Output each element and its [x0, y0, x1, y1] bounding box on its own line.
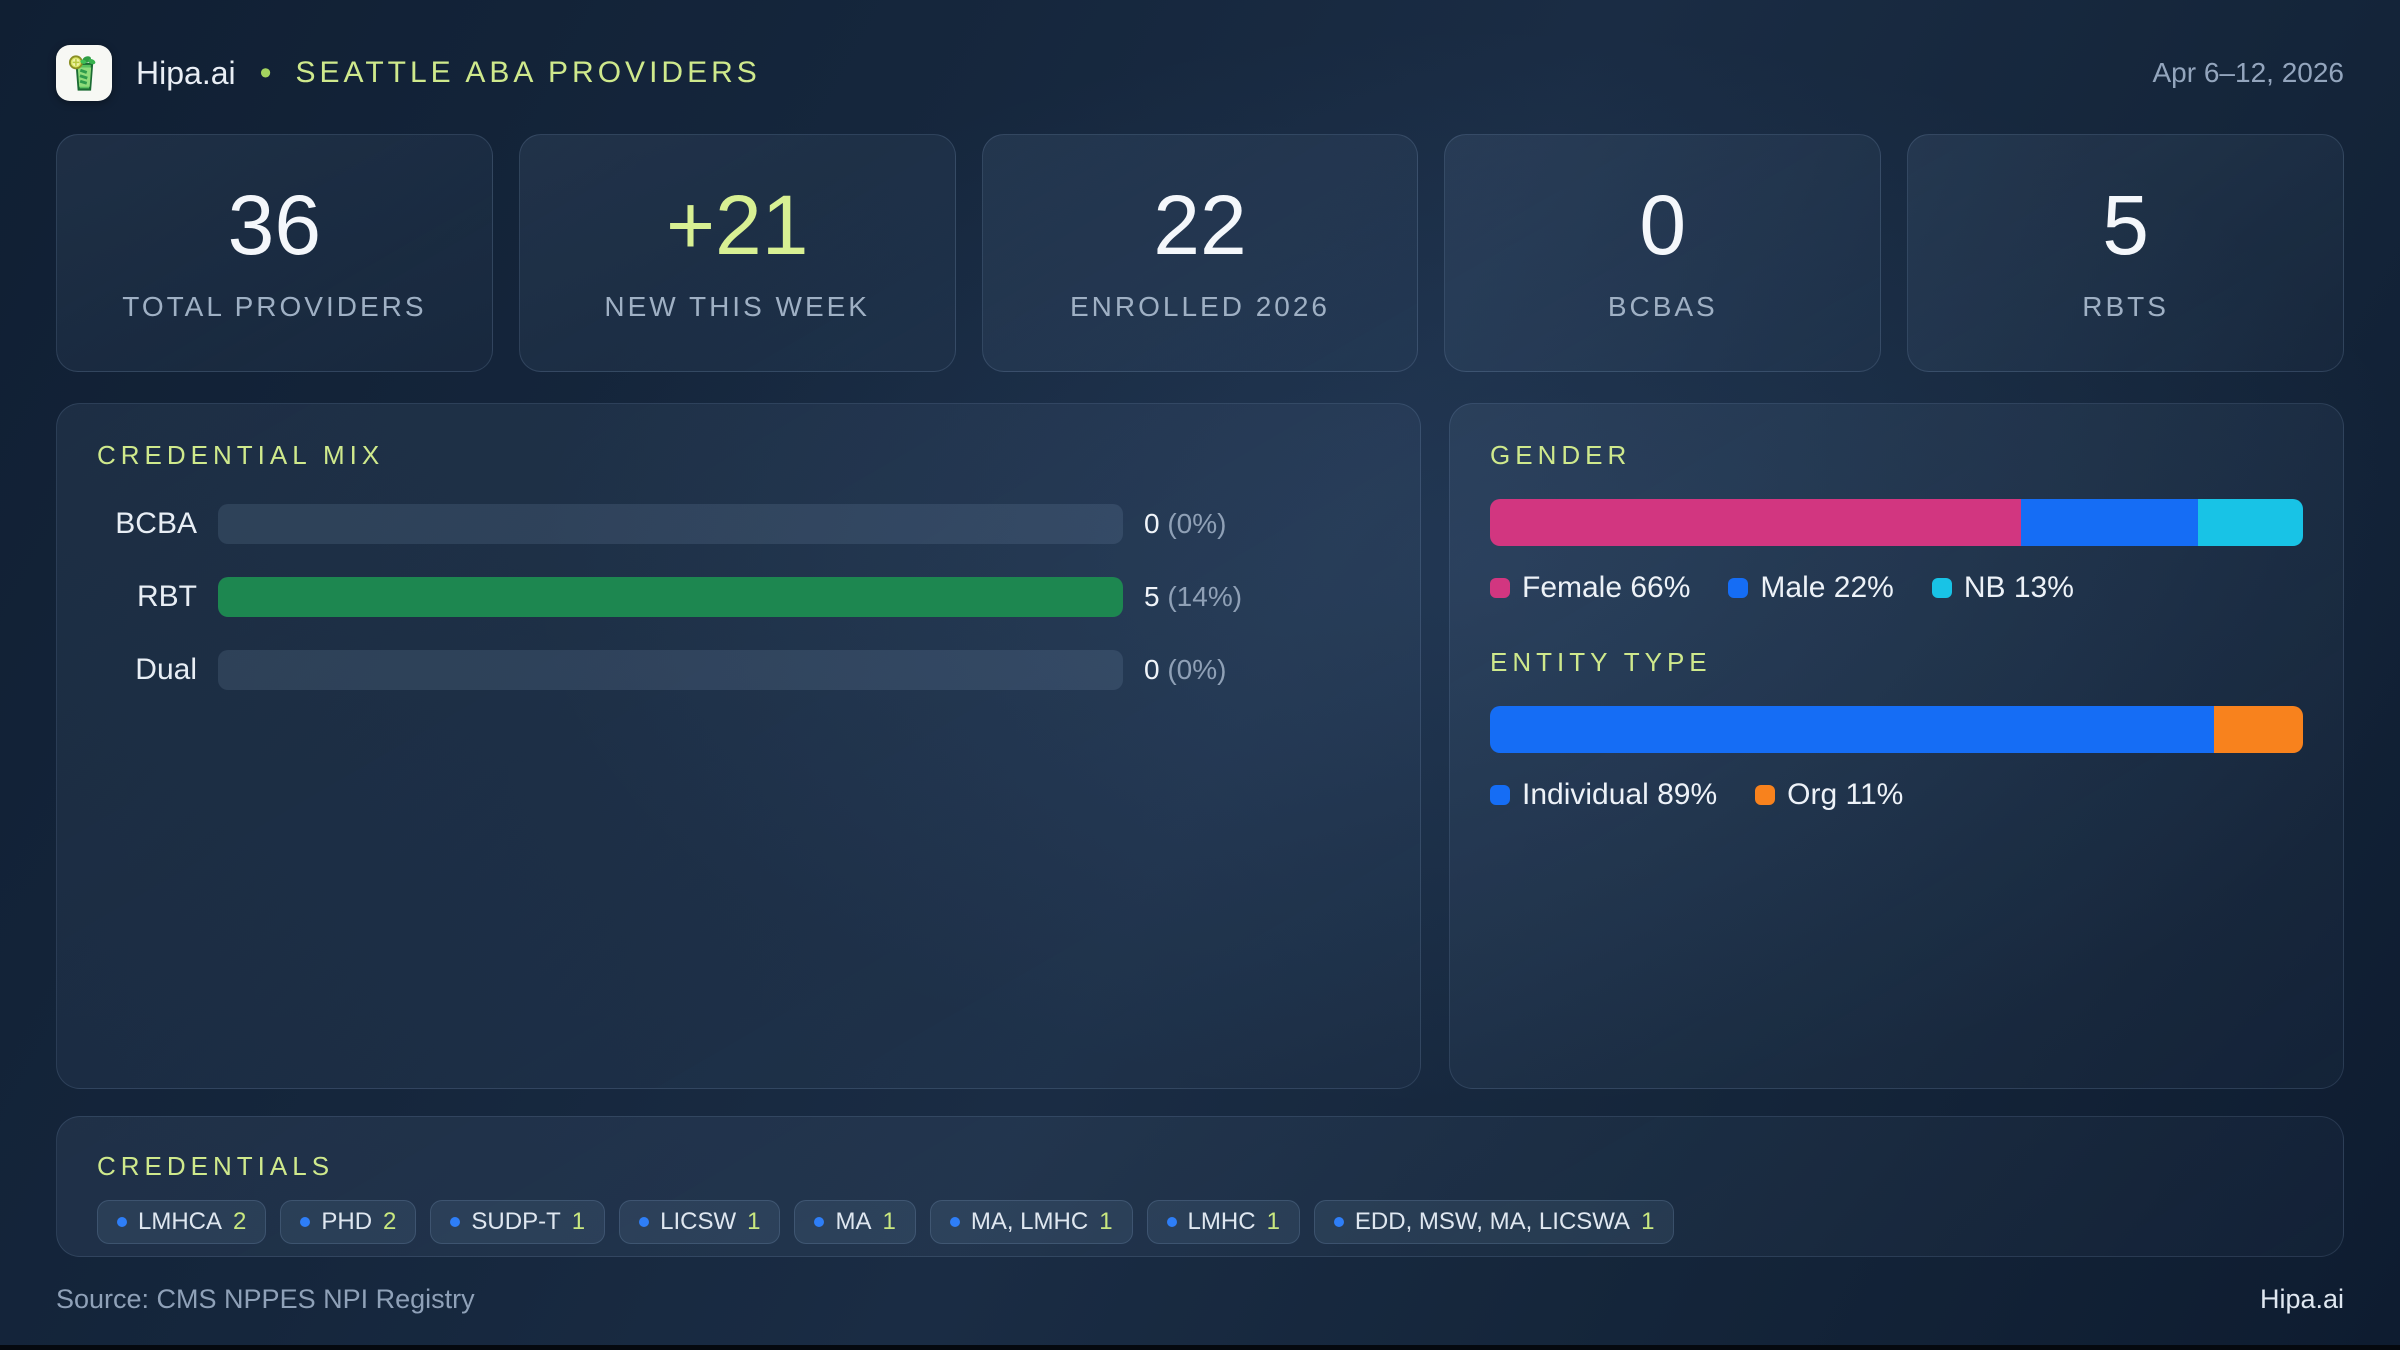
stat-value: 22	[1153, 178, 1247, 272]
bullet-dot-icon	[450, 1217, 461, 1227]
bar-value: 5 (14%)	[1144, 581, 1243, 612]
bar-track	[218, 577, 1123, 617]
bar-label: RBT	[137, 580, 197, 613]
legend-item-male: Male 22%	[1728, 571, 1894, 605]
stat-label: NEW THIS WEEK	[604, 291, 870, 322]
bar-value: 0 (0%)	[1144, 654, 1227, 685]
entity-segment-org	[2213, 706, 2303, 753]
bar-value: 0 (0%)	[1144, 508, 1227, 539]
credential-chip: LICSW 1	[619, 1200, 781, 1244]
gender-stacked-bar	[1490, 499, 2303, 546]
legend-item-individual: Individual 89%	[1490, 778, 1717, 812]
stat-label: BCBAS	[1607, 291, 1718, 322]
bar-label: Dual	[135, 653, 197, 686]
header: Hipa.ai • SEATTLE ABA PROVIDERS Apr 6–12…	[56, 44, 2344, 102]
legend-swatch	[1728, 578, 1749, 598]
date-range: Apr 6–12, 2026	[2152, 57, 2345, 88]
gender-segment-nb	[2198, 499, 2303, 546]
credential-chip: MA 1	[794, 1200, 916, 1244]
credential-chip: MA, LMHC 1	[929, 1200, 1133, 1244]
source-attribution: Source: CMS NPPES NPI Registry	[56, 1284, 475, 1314]
bullet-dot-icon	[639, 1217, 650, 1227]
credentials-title: CREDENTIALS	[97, 1151, 335, 1181]
entity-segment-individual	[1490, 706, 2214, 753]
credential-chip: LMHC 1	[1146, 1200, 1300, 1244]
bullet-dot-icon	[117, 1217, 127, 1227]
footer: Source: CMS NPPES NPI Registry Hipa.ai	[56, 1284, 2344, 1315]
credential-chip: PHD 2	[280, 1200, 417, 1244]
credential-mix-panel: CREDENTIAL MIX BCBA 0 (0%) RBT 5 (14%) D…	[56, 403, 1421, 1089]
bullet-dot-icon	[300, 1217, 311, 1227]
credential-chip: SUDP-T 1	[430, 1200, 606, 1244]
bullet-dot-icon	[1333, 1217, 1344, 1227]
stat-value: 0	[1639, 178, 1687, 272]
gender-segment-male	[2021, 499, 2199, 546]
separator-dot-icon: •	[259, 54, 272, 92]
stat-value: +21	[665, 178, 809, 272]
brand-group: Hipa.ai • SEATTLE ABA PROVIDERS	[56, 45, 761, 101]
credential-chip: EDD, MSW, MA, LICSWA 1	[1313, 1200, 1675, 1244]
mojito-drink-icon	[68, 55, 96, 91]
legend-swatch	[1490, 785, 1510, 805]
bar-track	[218, 504, 1123, 544]
page-title: SEATTLE ABA PROVIDERS	[295, 56, 761, 89]
demographics-panel: GENDER Female 66% Male 22% NB 13%	[1449, 403, 2344, 1089]
entity-type-stacked-bar	[1490, 706, 2303, 753]
stat-card-bcbas: 0 BCBAS	[1444, 134, 1882, 372]
legend-item-female: Female 66%	[1490, 571, 1690, 605]
bar-label: BCBA	[115, 507, 197, 540]
credential-chips: LMHCA 2 PHD 2 SUDP-T 1 LICSW 1 MA 1	[97, 1200, 2303, 1244]
legend-item-nb: NB 13%	[1931, 571, 2074, 605]
bullet-dot-icon	[1166, 1217, 1177, 1227]
entity-type-legend: Individual 89% Org 11%	[1490, 778, 2303, 812]
bullet-dot-icon	[814, 1217, 825, 1227]
stat-label: TOTAL PROVIDERS	[122, 291, 427, 322]
legend-swatch	[1490, 578, 1510, 598]
credential-chip: LMHCA 2	[97, 1200, 267, 1244]
stats-row: 36 TOTAL PROVIDERS +21 NEW THIS WEEK 22 …	[56, 134, 2344, 372]
legend-item-org: Org 11%	[1755, 778, 1903, 812]
bullet-dot-icon	[949, 1217, 960, 1227]
legend-swatch	[1931, 578, 1952, 598]
app-logo	[56, 45, 112, 101]
stat-card-enrolled: 22 ENROLLED 2026	[981, 134, 1419, 372]
main-content: CREDENTIAL MIX BCBA 0 (0%) RBT 5 (14%) D…	[56, 403, 2344, 1089]
entity-type-title: ENTITY TYPE	[1490, 647, 1712, 677]
bar-row-rbt: RBT 5 (14%)	[97, 577, 1380, 617]
bar-row-dual: Dual 0 (0%)	[97, 650, 1380, 690]
bar-fill	[218, 577, 1123, 617]
gender-legend: Female 66% Male 22% NB 13%	[1490, 571, 2303, 605]
stat-card-new-this-week: +21 NEW THIS WEEK	[518, 134, 956, 372]
credential-mix-title: CREDENTIAL MIX	[97, 440, 385, 470]
stat-card-total-providers: 36 TOTAL PROVIDERS	[56, 134, 493, 372]
bar-track	[218, 650, 1123, 690]
stat-label: ENROLLED 2026	[1069, 291, 1330, 322]
credentials-panel: CREDENTIALS LMHCA 2 PHD 2 SUDP-T 1 LICSW…	[56, 1116, 2344, 1257]
bar-row-bcba: BCBA 0 (0%)	[97, 504, 1380, 544]
stat-value: 36	[227, 178, 322, 272]
stat-card-rbts: 5 RBTS	[1907, 134, 2344, 372]
stat-value: 5	[2102, 178, 2149, 272]
legend-swatch	[1755, 785, 1776, 805]
screen-bottom-edge	[0, 1345, 2400, 1350]
brand-name: Hipa.ai	[136, 54, 236, 91]
stat-label: RBTS	[2082, 291, 2169, 322]
gender-segment-female	[1490, 499, 2022, 546]
gender-title: GENDER	[1490, 440, 1632, 470]
footer-brand: Hipa.ai	[2259, 1284, 2344, 1314]
